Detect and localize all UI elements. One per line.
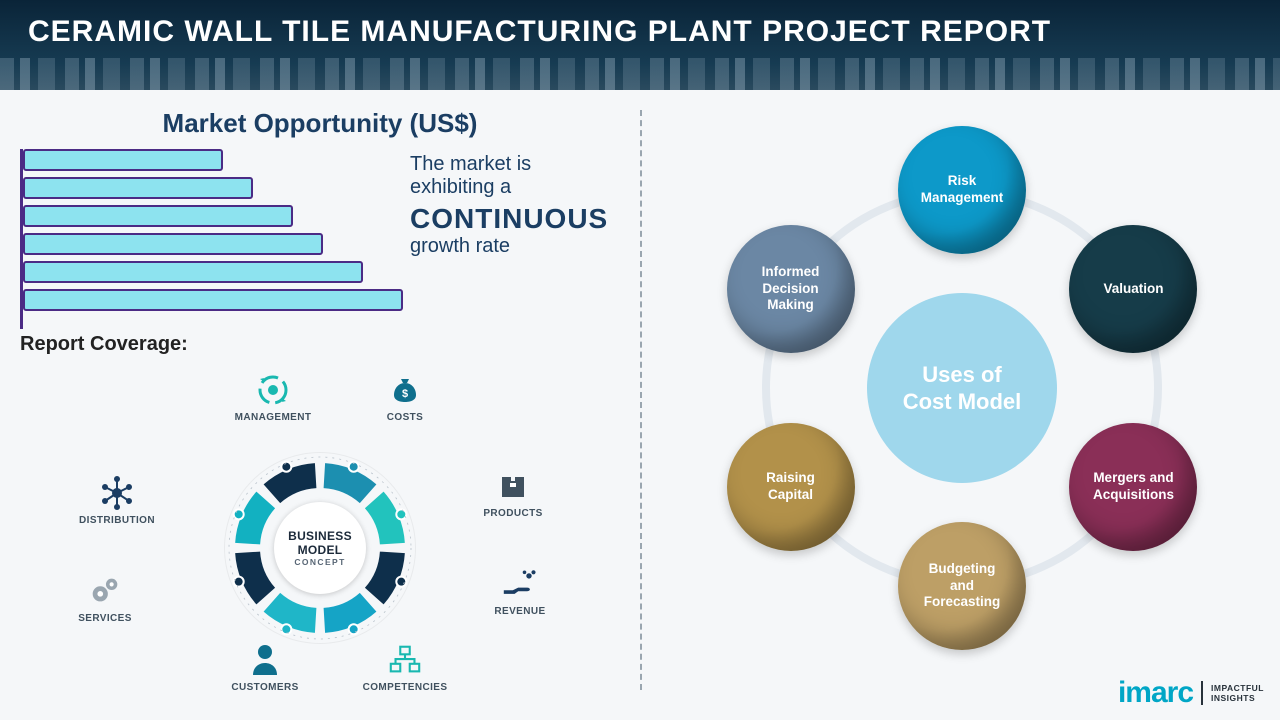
box-icon [495,468,531,504]
opportunity-bar-chart [20,149,390,329]
bm-core-line2: MODEL [298,543,343,557]
brand-logo: imarc IMPACTFUL INSIGHTS [1118,676,1264,710]
gears-icon [87,573,123,609]
bm-item-label: COMPETENCIES [350,682,460,693]
opportunity-bar [23,177,253,199]
hand-coins-icon [502,566,538,602]
brand-tagline: IMPACTFUL INSIGHTS [1211,683,1264,703]
satellite-valuation: Valuation [1069,225,1197,353]
brand-tag2: INSIGHTS [1211,693,1264,703]
content-area: Market Opportunity (US$) The market is e… [0,90,1280,718]
business-model-diagram: BUSINESS MODEL CONCEPT MANAGEMENT $ COSTS D… [20,360,620,695]
bm-item-services: SERVICES [50,573,160,624]
bm-item-label: PRODUCTS [458,508,568,519]
satellite-risk-management: RiskManagement [898,126,1026,254]
cost-model-radial: Uses ofCost Model RiskManagement Valuatio… [662,118,1262,658]
growth-line2: growth rate [410,235,620,258]
bm-item-competencies: COMPETENCIES [350,642,460,693]
nodes-icon [99,475,135,511]
bm-item-revenue: REVENUE [465,566,575,617]
bm-item-management: MANAGEMENT [218,372,328,423]
bm-item-customers: CUSTOMERS [210,642,320,693]
brand-tag1: IMPACTFUL [1211,683,1264,693]
bm-core-line1: BUSINESS [288,529,352,543]
header-banner: CERAMIC WALL TILE MANUFACTURING PLANT PR… [0,0,1280,90]
opportunity-bar [23,289,403,311]
bm-item-label: COSTS [350,412,460,423]
svg-text:$: $ [402,388,408,400]
opportunity-bar [23,261,363,283]
skyline-decoration [0,58,1280,90]
growth-text-block: The market is exhibiting a CONTINUOUS gr… [410,149,620,262]
opportunity-bar [23,205,293,227]
bulb-cycle-icon [255,372,291,408]
bm-item-products: PRODUCTS [458,468,568,519]
business-model-core: BUSINESS MODEL CONCEPT [274,502,366,594]
left-panel: Market Opportunity (US$) The market is e… [0,90,640,718]
bm-item-label: REVENUE [465,606,575,617]
growth-big: CONTINUOUS [410,203,620,235]
page-title: CERAMIC WALL TILE MANUFACTURING PLANT PR… [28,15,1252,49]
bars-row: The market is exhibiting a CONTINUOUS gr… [20,149,620,329]
bm-item-distribution: DISTRIBUTION [62,475,172,526]
bm-item-costs: $ COSTS [350,372,460,423]
money-bag-icon: $ [387,372,423,408]
brand-divider [1201,681,1203,705]
satellite-mergers-and-acquisitions: Mergers andAcquisitions [1069,423,1197,551]
opportunity-bar [23,149,223,171]
org-chart-icon [387,642,423,678]
bm-item-label: CUSTOMERS [210,682,320,693]
bm-item-label: MANAGEMENT [218,412,328,423]
brand-name: imarc [1118,676,1193,710]
radial-center: Uses ofCost Model [867,293,1057,483]
satellite-budgeting-and-forecasting: BudgetingandForecasting [898,522,1026,650]
person-icon [247,642,283,678]
satellite-informed-decision-making: InformedDecisionMaking [727,225,855,353]
bm-item-label: SERVICES [50,613,160,624]
bm-core-line3: CONCEPT [294,557,345,567]
coverage-label: Report Coverage: [20,333,620,356]
opportunity-bar [23,233,323,255]
growth-line1: The market is exhibiting a [410,153,620,199]
right-panel: Uses ofCost Model RiskManagement Valuatio… [642,90,1280,718]
opportunity-title: Market Opportunity (US$) [20,108,620,139]
satellite-raising-capital: RaisingCapital [727,423,855,551]
bm-item-label: DISTRIBUTION [62,515,172,526]
